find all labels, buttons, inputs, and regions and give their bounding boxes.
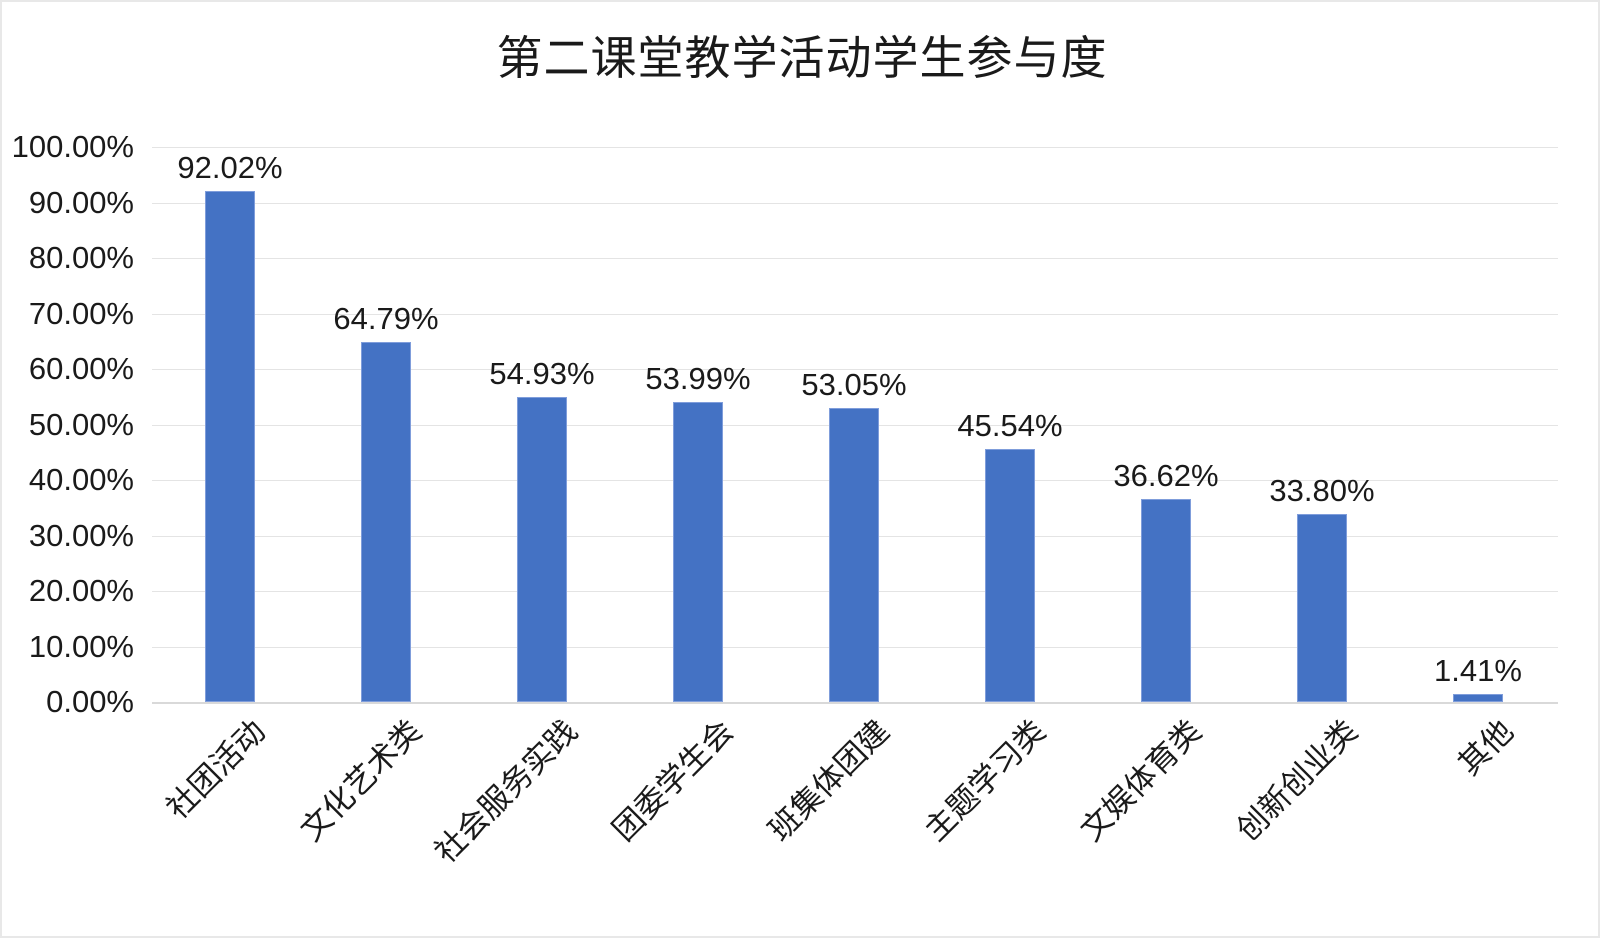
bar-slot: 54.93% [464,147,620,702]
gridline [152,313,1558,315]
bar[interactable] [517,397,567,702]
x-axis-category-label: 主题学习类 [917,713,1053,848]
bar[interactable] [205,191,255,702]
y-axis-tick-label: 20.00% [28,573,134,608]
x-axis-category-label: 文化艺术类 [293,713,429,848]
bar-slot: 33.80% [1244,147,1400,702]
bar[interactable] [829,407,879,702]
bar-value-label: 92.02% [177,150,283,186]
x-axis-category-label: 创新创业类 [1229,713,1365,848]
y-axis-tick-label: 60.00% [28,351,134,386]
bar-slot: 1.41% [1400,147,1556,702]
y-axis-tick-label: 40.00% [28,462,134,497]
x-axis-category-label: 社会服务实践 [427,713,585,870]
bar-slot: 64.79% [308,147,464,702]
bar-value-label: 1.41% [1434,653,1522,689]
bar-value-label: 53.99% [645,361,751,397]
y-axis-tick-label: 10.00% [28,628,134,664]
plot-area: 92.02% 64.79% 54.93% 53.99% 53.05% 45.54% 36.6… [152,147,1558,704]
bar-value-label: 33.80% [1269,473,1375,509]
bar-slot: 53.05% [776,147,932,702]
bar[interactable] [1297,514,1347,702]
bar-value-label: 64.79% [333,301,439,337]
bar-value-label: 36.62% [1113,457,1219,493]
x-axis-category-label: 文娱体育类 [1073,713,1209,848]
y-axis-tick-label: 80.00% [28,240,134,275]
bar-value-label: 45.54% [957,408,1063,444]
x-axis-category-label: 班集体团建 [761,713,897,848]
bar-slot: 36.62% [1088,147,1244,702]
bar-slot: 45.54% [932,147,1088,702]
bar-value-label: 53.05% [801,366,907,402]
y-axis-tick-label: 50.00% [28,406,134,442]
gridline [152,147,1558,148]
bar[interactable] [1453,694,1503,702]
bar-slot: 53.99% [620,147,776,702]
bar-value-label: 54.93% [489,356,595,392]
y-axis-tick-label: 100.00% [11,129,134,164]
y-axis-tick-label: 30.00% [28,517,134,553]
gridline [152,202,1558,204]
bar[interactable] [1141,498,1191,702]
axis-baseline [152,702,1558,704]
x-axis-category-label: 社团活动 [159,713,273,826]
bar-slot: 92.02% [152,147,308,702]
gridline [152,369,1558,370]
y-axis-tick-label: 90.00% [28,184,134,220]
chart-title: 第二课堂教学活动学生参与度 [496,32,1108,84]
x-axis-category-label: 团委学生会 [605,713,741,848]
bar[interactable] [673,402,723,702]
y-axis-tick-label: 70.00% [28,295,134,331]
x-axis-category-label: 其他 [1451,713,1521,782]
bar[interactable] [985,449,1035,702]
bar[interactable] [361,342,411,702]
y-axis-tick-label: 0.00% [46,684,134,719]
gridline [152,258,1558,259]
